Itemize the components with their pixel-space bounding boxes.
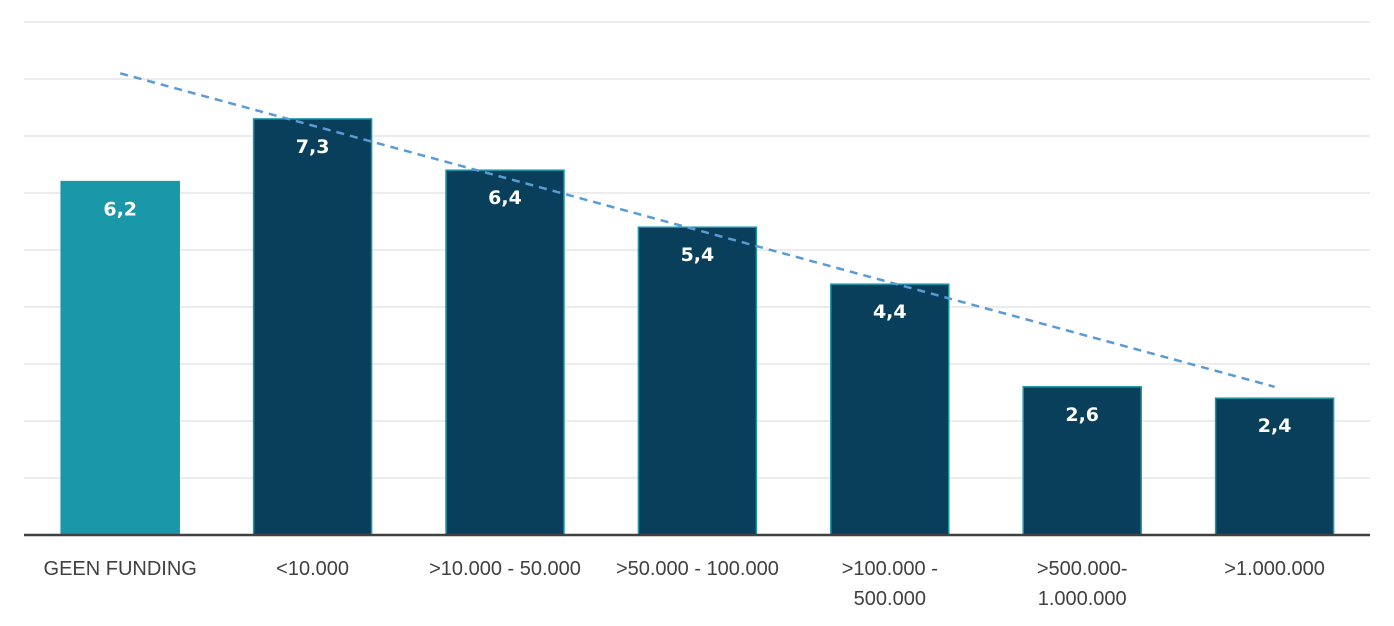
category-label-3: >50.000 - 100.000 bbox=[616, 558, 779, 580]
bar-4 bbox=[830, 283, 950, 536]
value-label-6: 2,4 bbox=[1258, 415, 1292, 437]
bars bbox=[60, 118, 1335, 536]
category-label-0: GEEN FUNDING bbox=[44, 558, 197, 580]
trendline-group bbox=[119, 72, 1275, 389]
value-label-5: 2,6 bbox=[1065, 404, 1099, 426]
value-label-0: 6,2 bbox=[103, 199, 137, 221]
category-label-5-line-1: 1.000.000 bbox=[1038, 588, 1127, 610]
category-label-5-line-0: >500.000- bbox=[1037, 558, 1128, 580]
category-label-0-line-0: GEEN FUNDING bbox=[44, 558, 197, 580]
category-label-1-line-0: <10.000 bbox=[276, 558, 349, 580]
value-label-1: 7,3 bbox=[296, 136, 330, 158]
category-label-1: <10.000 bbox=[276, 558, 349, 580]
bar-1 bbox=[252, 118, 373, 536]
bar-2 bbox=[445, 169, 565, 536]
category-label-5: >500.000- 1.000.000 bbox=[1037, 558, 1128, 610]
category-label-6-line-0: >1.000.000 bbox=[1224, 558, 1325, 580]
category-label-2-line-0: >10.000 - 50.000 bbox=[429, 558, 581, 580]
category-label-4-line-0: >100.000 - bbox=[842, 558, 938, 580]
category-label-4-line-1: 500.000 bbox=[854, 588, 926, 610]
bar-0 bbox=[60, 180, 180, 536]
bar-3 bbox=[637, 226, 758, 536]
category-labels: GEEN FUNDING <10.000 >10.000 - 50.000 >50.0… bbox=[44, 558, 1325, 610]
category-label-2: >10.000 - 50.000 bbox=[429, 558, 581, 580]
value-label-4: 4,4 bbox=[873, 301, 907, 323]
category-label-6: >1.000.000 bbox=[1224, 558, 1325, 580]
value-label-2: 6,4 bbox=[488, 187, 522, 209]
category-label-3-line-0: >50.000 - 100.000 bbox=[616, 558, 779, 580]
category-label-4: >100.000 - 500.000 bbox=[842, 558, 938, 610]
value-label-3: 5,4 bbox=[681, 244, 715, 266]
trendline bbox=[119, 72, 1275, 389]
value-labels: 6,2 7,3 6,4 5,4 4,4 2,6 2,4 bbox=[103, 136, 1291, 437]
